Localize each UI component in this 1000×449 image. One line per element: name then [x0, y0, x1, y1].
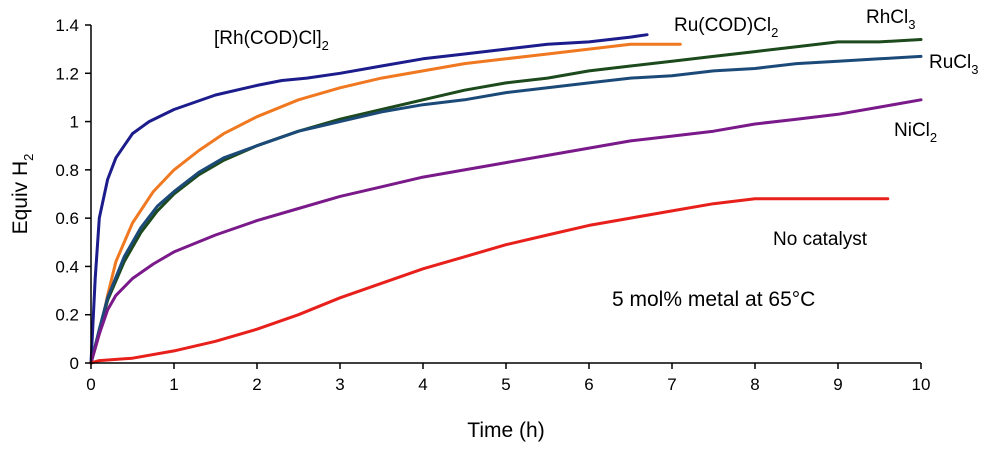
series-line-ru-cod-cl-2: [89, 42, 682, 365]
series-label-rucl-3: RuCl3: [929, 52, 978, 77]
series-line-rh-cod-cl-2: [89, 33, 649, 365]
y-tick-label: 1: [70, 113, 79, 132]
series-label-ru-cod-cl-2: Ru(COD)Cl2: [674, 15, 778, 40]
series-label-nicl-2: NiCl2: [894, 120, 937, 145]
x-tick-label: 5: [501, 375, 510, 394]
series-label-rh-cod-cl-2: [Rh(COD)Cl]2: [214, 28, 329, 53]
series-label-main: RhCl: [866, 7, 908, 28]
x-axis-label: Time (h): [467, 419, 544, 442]
x-tick-label: 4: [418, 375, 427, 394]
series-label-sub: 2: [771, 25, 778, 40]
y-tick-label: 0: [70, 354, 79, 373]
y-tick-label: 0.6: [55, 209, 79, 228]
x-tick-label: 7: [667, 375, 676, 394]
series-layer: [89, 33, 923, 365]
x-tick-label: 10: [912, 375, 931, 394]
series-line-rhcl-3: [89, 38, 923, 365]
series-label-no-catalyst: No catalyst: [773, 229, 868, 250]
x-tick-label: 6: [584, 375, 593, 394]
x-tick-label: 9: [833, 375, 842, 394]
y-tick-label: 0.2: [55, 306, 79, 325]
x-tick-label: 8: [750, 375, 759, 394]
y-axis-label-sub: 2: [21, 154, 36, 161]
ticks-layer: 0 1 2 3 4 5 6 7 8 9 10 0 0.2 0.4 0.6 0.8 1 1.2 1.4: [55, 16, 930, 394]
y-axis-label: Equiv H2: [9, 154, 36, 235]
series-label-sub: 2: [322, 38, 329, 53]
series-label-rhcl-3: RhCl3: [866, 7, 915, 32]
condition-annotation: 5 mol% metal at 65°C: [612, 288, 815, 311]
y-tick-label: 1.2: [55, 64, 79, 83]
series-line-no-catalyst: [89, 197, 890, 365]
series-label-sub: 3: [971, 62, 978, 77]
series-label-main: No catalyst: [773, 229, 868, 250]
series-label-main: NiCl: [894, 120, 930, 141]
y-axis-label-main: Equiv H: [9, 161, 32, 235]
labels-layer: [Rh(COD)Cl]2Ru(COD)Cl2RhCl3RuCl3NiCl2No …: [214, 7, 978, 250]
x-tick-label: 0: [86, 375, 95, 394]
series-line-rucl-3: [89, 54, 923, 365]
series-label-sub: 3: [908, 17, 915, 32]
y-tick-label: 1.4: [55, 16, 79, 35]
series-line-nicl-2: [89, 98, 923, 365]
x-tick-label: 3: [335, 375, 344, 394]
x-tick-label: 2: [252, 375, 261, 394]
series-label-main: RuCl: [929, 52, 971, 73]
series-label-main: Ru(COD)Cl: [674, 15, 771, 36]
series-label-sub: 2: [930, 130, 937, 145]
series-label-main: [Rh(COD)Cl]: [214, 28, 322, 49]
x-tick-label: 1: [169, 375, 178, 394]
y-tick-label: 0.8: [55, 161, 79, 180]
y-tick-label: 0.4: [55, 257, 79, 276]
